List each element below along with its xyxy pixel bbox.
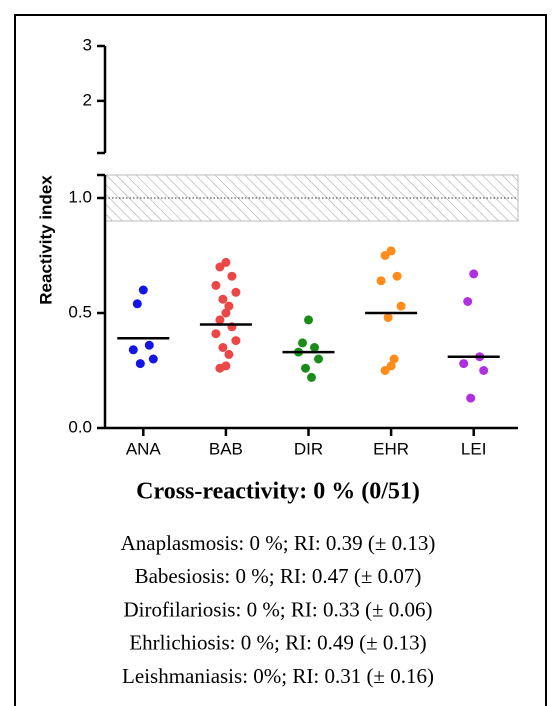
dot: [211, 329, 221, 339]
dot: [383, 313, 393, 323]
dot: [389, 354, 399, 364]
x-tick-label: DIR: [294, 439, 323, 458]
dot: [310, 343, 319, 352]
dot: [479, 366, 489, 375]
dot: [231, 287, 241, 297]
dot: [392, 271, 402, 281]
x-tick-label: EHR: [373, 439, 409, 458]
dot: [469, 269, 479, 279]
dot: [128, 345, 138, 355]
dot: [380, 366, 390, 375]
y-tick-label: 1.0: [68, 187, 92, 206]
x-tick-label: LEI: [461, 439, 487, 458]
y-tick-label: 2: [83, 90, 92, 109]
dot: [218, 294, 228, 304]
dot: [215, 262, 225, 272]
dot: [304, 315, 313, 325]
dot: [298, 338, 307, 348]
dot: [218, 343, 228, 352]
dot: [463, 297, 473, 306]
frame: [14, 14, 547, 706]
dot: [231, 336, 241, 346]
dot: [466, 393, 476, 403]
dot: [144, 340, 154, 350]
caption-line: Ehrlichiosis: 0 %; RI: 0.49 (± 0.13): [129, 631, 426, 655]
y-tick-label: 0.0: [68, 417, 92, 436]
dot: [132, 299, 142, 309]
y-tick-label: 0.5: [68, 302, 92, 321]
y-tick-label: 3: [83, 35, 92, 54]
dot: [314, 354, 323, 364]
caption-line: Babesiosis: 0 %; RI: 0.47 (± 0.07): [135, 564, 422, 588]
dot: [224, 301, 234, 311]
caption-title: Cross-reactivity: 0 % (0/51): [136, 479, 420, 505]
dot: [459, 359, 469, 369]
dot: [211, 280, 221, 290]
dot: [396, 301, 406, 311]
caption-line: Anaplasmosis: 0 %; RI: 0.39 (± 0.13): [121, 531, 436, 555]
dot: [224, 349, 234, 359]
dot: [135, 359, 145, 369]
dot: [215, 315, 225, 325]
dot: [307, 372, 316, 382]
dot: [380, 251, 390, 260]
x-tick-label: ANA: [126, 439, 162, 458]
caption-line: Leishmaniasis: 0%; RI: 0.31 (± 0.16): [122, 664, 434, 688]
dot: [138, 285, 148, 295]
dot: [148, 354, 158, 364]
dot: [215, 363, 225, 373]
dot: [376, 276, 386, 286]
y-axis-label: Reactivity index: [36, 175, 55, 305]
dot: [227, 271, 237, 281]
dot: [221, 308, 231, 318]
dot: [301, 363, 310, 373]
caption-line: Dirofilariosis: 0 %; RI: 0.33 (± 0.06): [124, 597, 433, 621]
x-tick-label: BAB: [209, 439, 243, 458]
